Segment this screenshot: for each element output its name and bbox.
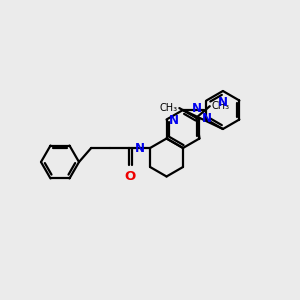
Text: N: N [169,114,178,127]
Text: CH₃: CH₃ [212,101,230,111]
Text: N: N [135,142,145,154]
Text: N: N [202,112,212,125]
Text: N: N [218,96,228,109]
Text: O: O [124,170,136,183]
Text: N: N [191,102,202,115]
Text: CH₃: CH₃ [159,103,177,113]
